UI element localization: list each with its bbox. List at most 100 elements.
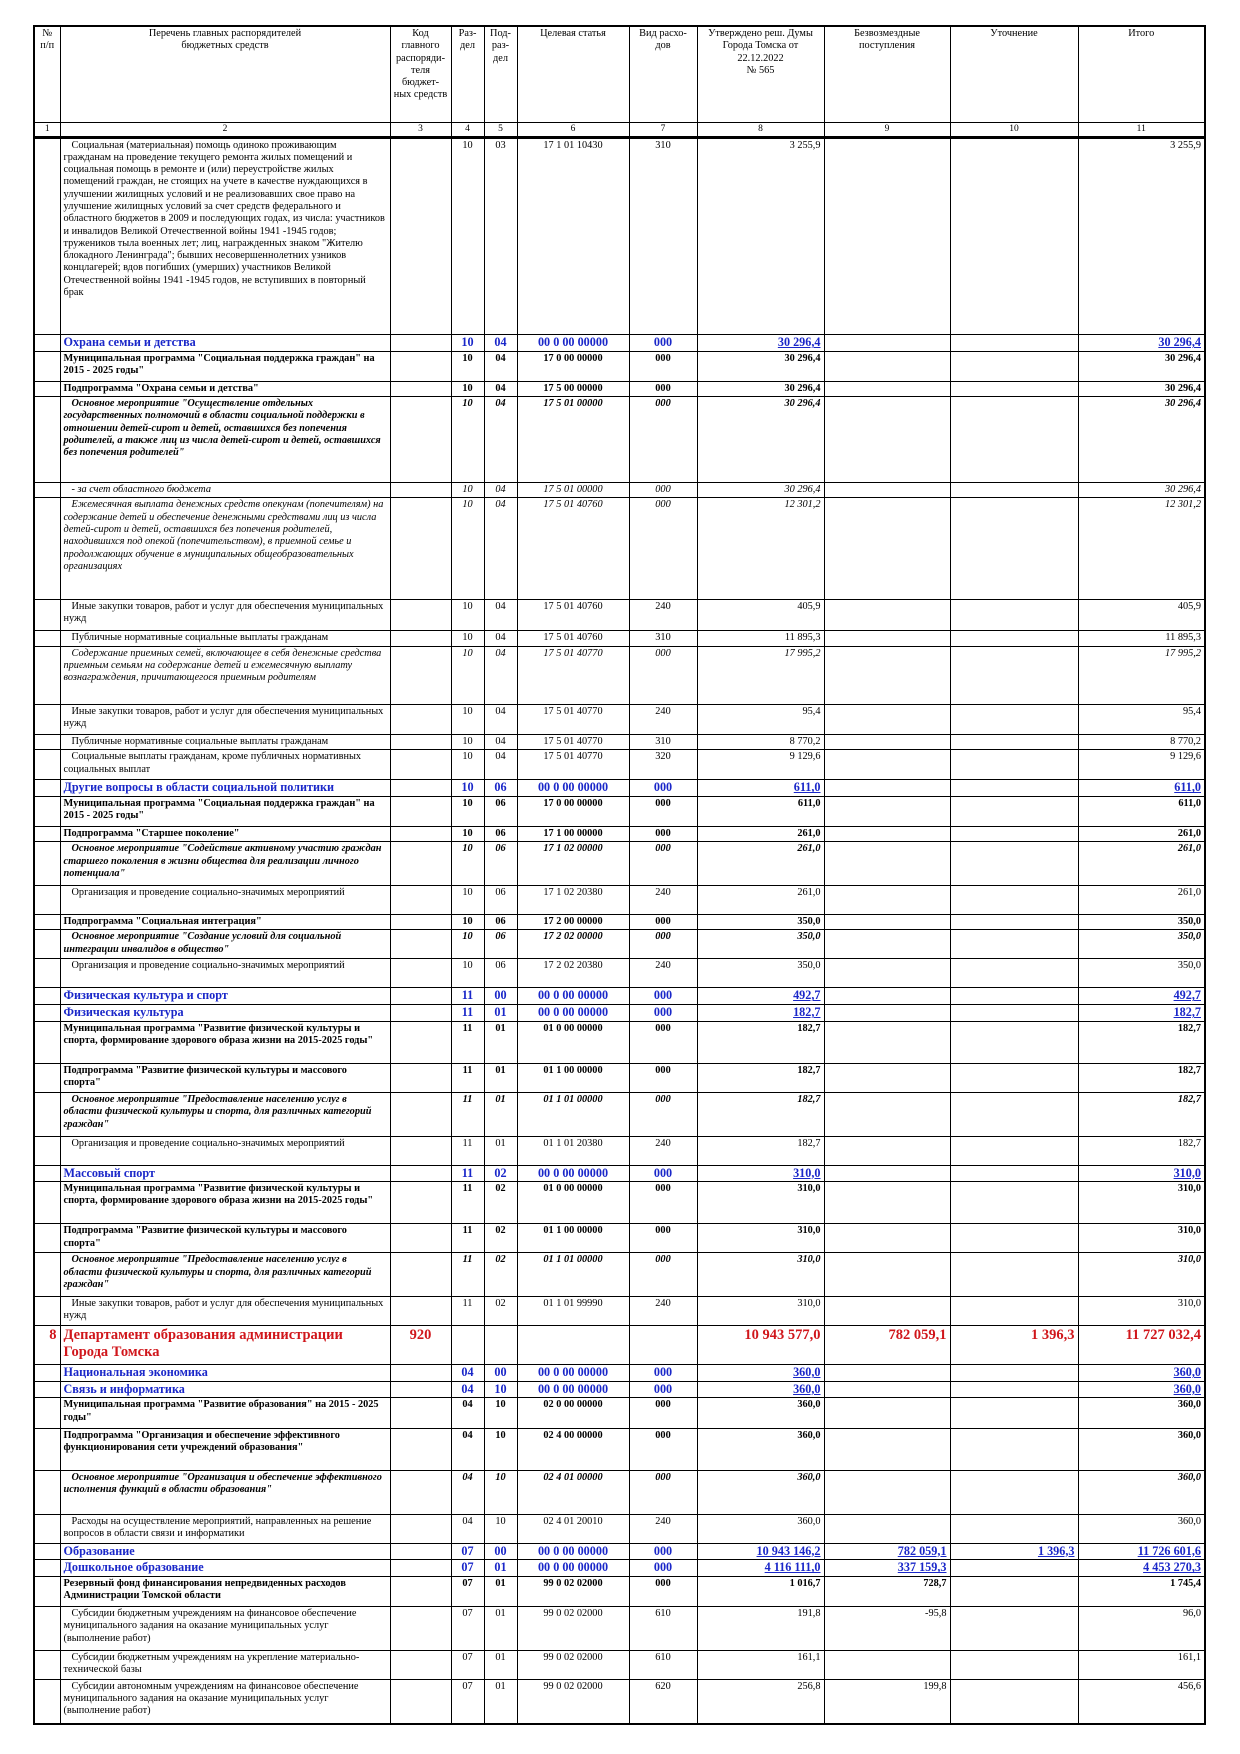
cell [949, 1223, 1079, 1254]
cell [389, 929, 452, 960]
table-row: Массовый спорт 11 02 00 0 00 00000 000 310,0 3… [33, 1164, 1206, 1183]
cell: Физическая культура [59, 1004, 391, 1022]
cell: Иные закупки товаров, работ и услуг для … [59, 599, 391, 632]
cell: 99 0 02 02000 [516, 1649, 630, 1680]
cell: 000 [628, 1397, 698, 1429]
cell: 01 0 00 00000 [516, 1020, 630, 1064]
cell [823, 913, 951, 931]
cell: 95,4 [1077, 703, 1206, 735]
cell [949, 1091, 1079, 1137]
table-row: Подпрограмма "Старшее поколение" 10 06 17 1… [33, 826, 1206, 843]
cell: 04 [450, 1397, 485, 1429]
table-row: Основное мероприятие "Предоставление нас… [33, 1091, 1206, 1137]
cell: Основное мероприятие "Предоставление нас… [59, 1252, 391, 1298]
cell: 350,0 [1077, 958, 1206, 989]
cell: Основное мероприятие "Организация и обес… [59, 1470, 391, 1515]
cell: 01 1 01 20380 [516, 1135, 630, 1166]
cell: 611,0 [1077, 779, 1206, 797]
cell: 07 [450, 1559, 485, 1577]
cell: 10 [450, 482, 485, 499]
cell [389, 350, 452, 382]
cell [33, 826, 61, 843]
cell: 360,0 [696, 1470, 825, 1515]
cell [823, 334, 951, 352]
cell: Ежемесячная выплата денежных средств опе… [59, 497, 391, 601]
cell [389, 1427, 452, 1472]
table-row: Публичные нормативные социальные выплаты… [33, 630, 1206, 647]
cell [33, 334, 61, 352]
cell: 000 [628, 380, 698, 398]
cell: 17 5 01 00000 [516, 482, 630, 499]
table-row: Дошкольное образование 07 01 00 0 00 00000 0… [33, 1559, 1206, 1577]
cell [389, 826, 452, 843]
table-row: Иные закупки товаров, работ и услуг для … [33, 599, 1206, 632]
cell [823, 987, 951, 1006]
cell: 261,0 [1077, 826, 1206, 843]
cell: 360,0 [696, 1427, 825, 1472]
cell: 01 1 01 00000 [516, 1252, 630, 1298]
cell [389, 1252, 452, 1298]
cell: 310,0 [696, 1181, 825, 1225]
table-header: № п/п Перечень главных распорядителей бюд… [33, 25, 1206, 139]
cell: 000 [628, 645, 698, 705]
cell: 1 016,7 [696, 1575, 825, 1608]
cell: 240 [628, 958, 698, 989]
cell [389, 630, 452, 647]
cell: 1 396,3 [949, 1325, 1079, 1366]
cell [389, 1296, 452, 1327]
table-row: Основное мероприятие "Создание условий д… [33, 929, 1206, 960]
cell: Резервный фонд финансирования непредвиде… [59, 1575, 391, 1608]
cell: 04 [483, 350, 518, 382]
cell [33, 987, 61, 1006]
cell: 350,0 [696, 958, 825, 989]
column-number: 2 [59, 121, 391, 139]
cell: 04 [483, 749, 518, 781]
cell [33, 913, 61, 931]
cell: 30 296,4 [1077, 334, 1206, 352]
cell: 00 [483, 987, 518, 1006]
cell: 182,7 [1077, 1091, 1206, 1137]
cell [33, 599, 61, 632]
cell: 000 [628, 1164, 698, 1183]
cell [33, 1397, 61, 1429]
cell: 492,7 [696, 987, 825, 1006]
cell: 10 [450, 703, 485, 735]
table-row: Основное мероприятие "Предоставление нас… [33, 1252, 1206, 1298]
table-row: - за счет областного бюджета 10 04 17 5 01 … [33, 482, 1206, 499]
cell: 17 5 01 40770 [516, 733, 630, 751]
cell: 10 [483, 1380, 518, 1399]
cell: 00 0 00 00000 [516, 1364, 630, 1382]
cell: 310,0 [696, 1296, 825, 1327]
column-header: Целевая статья [516, 25, 630, 123]
cell: 199,8 [823, 1678, 951, 1725]
cell: 310,0 [696, 1252, 825, 1298]
cell [949, 1470, 1079, 1515]
cell: Публичные нормативные социальные выплаты… [59, 733, 391, 751]
cell [823, 645, 951, 705]
cell [823, 779, 951, 797]
cell: 728,7 [823, 1575, 951, 1608]
cell: 191,8 [696, 1606, 825, 1651]
cell: Субсидии бюджетным учреждениям на укрепл… [59, 1649, 391, 1680]
cell: 182,7 [696, 1004, 825, 1022]
table-row: Связь и информатика 04 10 00 0 00 00000 000 3… [33, 1380, 1206, 1399]
cell: 04 [483, 497, 518, 601]
cell [389, 1004, 452, 1022]
cell [33, 779, 61, 797]
cell [389, 841, 452, 886]
cell: 261,0 [696, 885, 825, 915]
cell [949, 1513, 1079, 1544]
cell: 11 [450, 1164, 485, 1183]
column-number: 1 [33, 121, 61, 139]
cell: 04 [450, 1470, 485, 1515]
cell: 17 5 01 00000 [516, 396, 630, 484]
cell: 000 [628, 1427, 698, 1472]
cell: 10 [450, 749, 485, 781]
cell: 000 [628, 1542, 698, 1561]
cell: 405,9 [1077, 599, 1206, 632]
cell: 11 [450, 1223, 485, 1254]
cell [823, 1252, 951, 1298]
cell [949, 1649, 1079, 1680]
cell: 10 [483, 1397, 518, 1429]
cell [450, 1325, 485, 1366]
